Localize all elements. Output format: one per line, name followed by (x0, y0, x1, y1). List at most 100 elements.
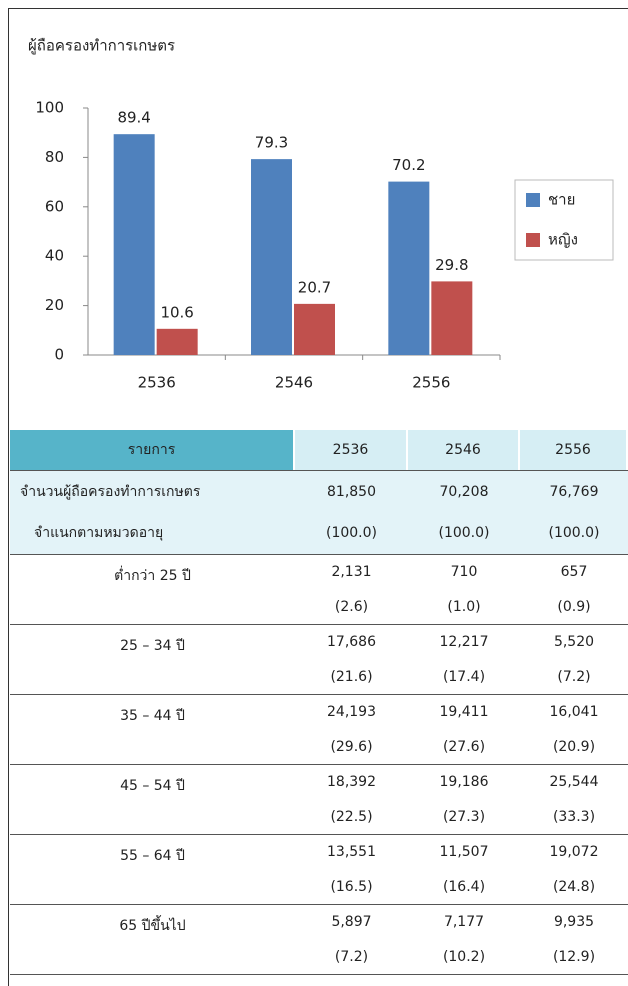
header-cell: 2556 (520, 430, 628, 470)
value-label: 89.4 (117, 109, 150, 127)
data-cell: 17,686 (21.6) (295, 625, 408, 694)
y-tick-label: 40 (45, 247, 64, 265)
x-tick-label: 2546 (275, 374, 313, 392)
row-label: 35 – 44 ปี (120, 708, 185, 724)
cell-text: 11,507 (439, 844, 489, 861)
data-cell: 24,193 (29.6) (295, 695, 408, 764)
data-cell: 710 (1.0) (408, 555, 520, 624)
row-label-cell: 65 ปีขึ้นไป (10, 905, 295, 974)
table-row: 65 ปีขึ้นไป 5,897 (7.2) 7,177 (10.2) 9,935 (12… (10, 905, 628, 975)
data-cell: 19,186 (27.3) (408, 765, 520, 834)
data-cell: 5,520 (7.2) (520, 625, 628, 694)
cell-text: 2,131 (331, 564, 372, 581)
value-label: 70.2 (392, 156, 425, 174)
row-label-cell: 35 – 44 ปี (10, 695, 295, 764)
cell-text: (27.3) (442, 808, 486, 825)
data-cell: 9,935 (12.9) (520, 905, 628, 974)
table-row: 55 – 64 ปี 13,551 (16.5) 11,507 (16.4) 19,072… (10, 835, 628, 905)
legend-swatch (526, 193, 540, 207)
data-cell: 81,850 (100.0) (295, 471, 408, 554)
cell-text: (20.9) (552, 738, 596, 755)
table-row: 45 – 54 ปี 18,392 (22.5) 19,186 (27.3) 25,544… (10, 765, 628, 835)
header-cell: รายการ (10, 430, 295, 470)
bar (113, 134, 155, 355)
data-cell: 11,507 (16.4) (408, 835, 520, 904)
cell-text: 18,392 (327, 774, 376, 791)
header-cell: 2546 (408, 430, 520, 470)
data-cell: 7,177 (10.2) (408, 905, 520, 974)
value-label: 79.3 (255, 134, 288, 152)
cell-text: (22.5) (330, 808, 373, 825)
value-label: 20.7 (298, 278, 331, 296)
row-label-cell: 25 – 34 ปี (10, 625, 295, 694)
y-tick-label: 80 (45, 148, 64, 166)
row-label-cell: 45 – 54 ปี (10, 765, 295, 834)
cell-text: 76,769 (549, 483, 599, 500)
table: รายการ 2536 2546 2556 จำนวนผู้ถือครองทำการเก… (10, 430, 628, 975)
data-cell: 19,411 (27.6) (408, 695, 520, 764)
legend-label: หญิง (548, 231, 578, 249)
value-label: 10.6 (160, 303, 193, 321)
cell-text: 17,686 (327, 634, 376, 651)
table-row: ต่ำกว่า 25 ปี 2,131 (2.6) 710 (1.0) 657 (0.9) (10, 555, 628, 625)
row-label: ต่ำกว่า 25 ปี (114, 568, 191, 584)
cell-text: (21.6) (330, 668, 373, 685)
cell-text: (7.2) (334, 948, 369, 965)
cell-text: 19,186 (439, 774, 489, 791)
data-cell: 5,897 (7.2) (295, 905, 408, 974)
cell-text: (10.2) (442, 948, 486, 965)
cell-text: (33.3) (552, 808, 596, 825)
y-tick-label: 20 (45, 296, 64, 314)
chart: ผู้ถือครองทำการเกษตร 0 20 40 60 80 100 2536 89.… (28, 37, 614, 392)
cell-text: 24,193 (327, 704, 376, 721)
bar (156, 328, 198, 355)
row-label: 65 ปีขึ้นไป (119, 918, 186, 934)
y-tick-label: 100 (35, 99, 64, 117)
cell-text: 7,177 (443, 914, 485, 931)
data-cell: 16,041 (20.9) (520, 695, 628, 764)
cell-text: 5,520 (553, 634, 595, 651)
header-cell: 2536 (295, 430, 408, 470)
y-tick-label: 60 (45, 197, 64, 215)
header-row: รายการ 2536 2546 2556 (10, 430, 628, 471)
cell-text: (12.9) (552, 948, 596, 965)
cell-text: (0.9) (557, 598, 591, 615)
cell-text: 12,217 (439, 634, 489, 651)
row-label-cell: จำนวนผู้ถือครองทำการเกษตรจำแนกตามหมวดอาย… (10, 471, 295, 554)
bar (388, 181, 430, 355)
x-tick-label: 2556 (412, 374, 450, 392)
cell-text: (1.0) (447, 598, 481, 615)
cell-text: (16.5) (330, 878, 373, 895)
row-label: 25 – 34 ปี (120, 638, 185, 654)
row-label: จำแนกตามหมวดอายุ (34, 525, 164, 542)
cell-text: (24.8) (552, 878, 596, 895)
cell-text: (16.4) (442, 878, 486, 895)
cell-text: 81,850 (327, 483, 376, 500)
row-label: จำนวนผู้ถือครองทำการเกษตร (20, 483, 201, 500)
y-tick-label: 0 (54, 346, 64, 364)
data-cell: 657 (0.9) (520, 555, 628, 624)
x-tick-label: 2536 (138, 374, 176, 392)
cell-text: (7.2) (557, 668, 591, 685)
cell-text: (2.6) (334, 598, 369, 615)
data-cell: 13,551 (16.5) (295, 835, 408, 904)
cell-text: 13,551 (327, 844, 376, 861)
table-row: 35 – 44 ปี 24,193 (29.6) 19,411 (27.6) 16,041… (10, 695, 628, 765)
cell-text: 19,072 (549, 844, 599, 861)
table-row: จำนวนผู้ถือครองทำการเกษตรจำแนกตามหมวดอาย… (10, 471, 628, 555)
data-cell: 18,392 (22.5) (295, 765, 408, 834)
legend-swatch (526, 233, 540, 247)
bar (251, 159, 292, 355)
cell-text: (100.0) (325, 525, 377, 542)
cell-text: 19,411 (439, 704, 489, 721)
bar (431, 281, 473, 355)
chart-title: ผู้ถือครองทำการเกษตร (28, 37, 175, 55)
cell-text: 657 (560, 564, 588, 581)
row-label-cell: 55 – 64 ปี (10, 835, 295, 904)
bar (294, 303, 335, 355)
data-cell: 25,544 (33.3) (520, 765, 628, 834)
row-label: 55 – 64 ปี (120, 848, 185, 864)
cell-text: (27.6) (442, 738, 486, 755)
cell-text: 710 (450, 564, 478, 581)
cell-text: (100.0) (438, 525, 490, 542)
